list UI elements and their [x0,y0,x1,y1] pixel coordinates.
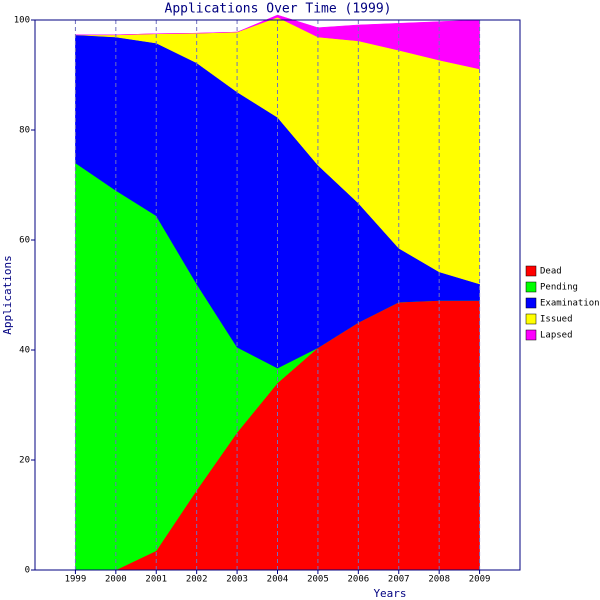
legend-swatch [525,297,537,309]
y-tick-label: 40 [19,346,30,356]
y-tick-label: 20 [19,456,30,466]
x-tick-label: 2002 [186,575,208,585]
x-tick-label: 1999 [65,575,87,585]
y-tick-label: 0 [25,566,30,576]
x-tick-label: 2007 [388,575,410,585]
legend-swatch [525,329,537,341]
y-tick-label: 100 [14,16,30,26]
x-tick-label: 2009 [469,575,491,585]
x-tick-label: 2006 [347,575,369,585]
y-axis-label: Applications [1,255,14,334]
x-tick-label: 2003 [226,575,248,585]
y-tick-label: 60 [19,236,30,246]
legend-label: Examination [540,299,600,309]
chart-title: Applications Over Time (1999) [165,2,392,17]
legend-label: Issued [540,315,573,325]
x-tick-label: 2008 [428,575,450,585]
y-tick-label: 80 [19,126,30,136]
x-tick-label: 2004 [267,575,289,585]
legend-swatch [525,313,537,325]
legend-swatch [525,265,537,277]
x-tick-label: 2000 [105,575,127,585]
legend-label: Pending [540,283,578,293]
legend-label: Lapsed [540,331,573,341]
x-axis-label: Years [373,587,406,600]
x-tick-label: 2001 [145,575,167,585]
x-tick-label: 2005 [307,575,329,585]
legend-swatch [525,281,537,293]
legend-label: Dead [540,267,562,277]
